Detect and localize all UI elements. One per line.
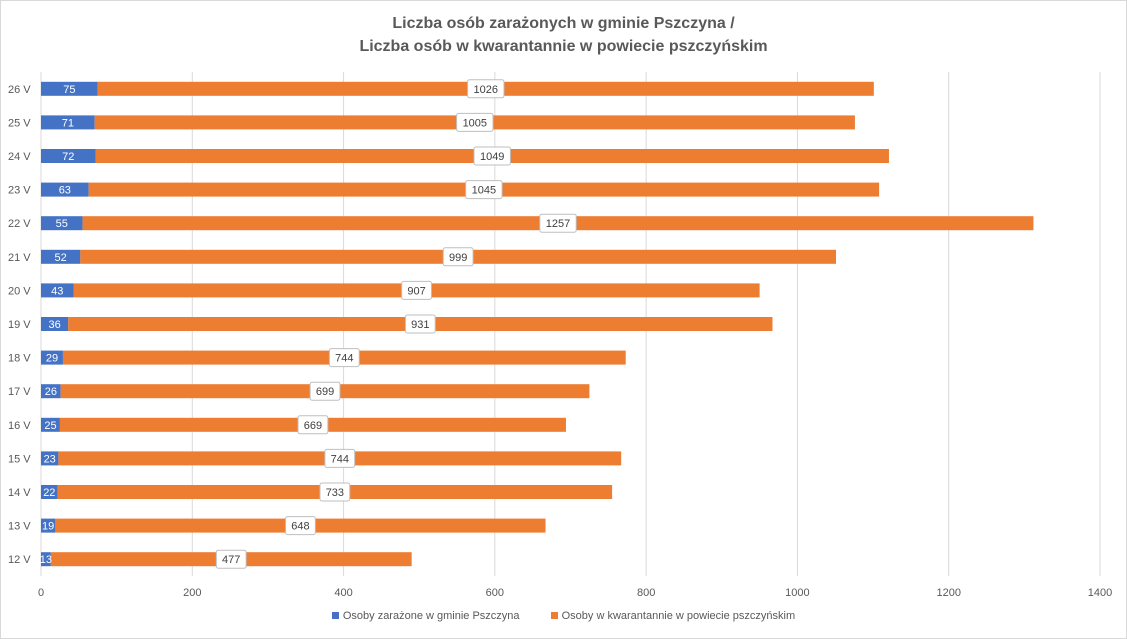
data-label-infected-3: 23 [44, 453, 56, 465]
data-label-quarantine-13: 1005 [463, 117, 487, 129]
data-label-box-quarantine-4 [297, 415, 329, 435]
y-tick-label-13: 25 V [8, 117, 31, 129]
data-label-box-quarantine-14 [467, 79, 505, 99]
data-label-quarantine-10: 1257 [546, 218, 570, 230]
y-tick-label-4: 16 V [8, 420, 31, 432]
bar-infected-13 [41, 115, 95, 130]
legend-item-infected: Osoby zarażone w gminie Pszczyna [331, 610, 520, 622]
bar-infected-12 [41, 149, 96, 163]
data-label-quarantine-0: 477 [222, 554, 240, 566]
y-tick-label-5: 17 V [8, 386, 31, 398]
data-label-quarantine-5: 699 [316, 386, 334, 398]
bar-infected-14 [41, 81, 98, 96]
y-tick-label-14: 26 V [8, 84, 31, 96]
y-tick-label-12: 24 V [8, 151, 31, 163]
data-label-infected-11: 63 [59, 185, 71, 197]
legend-swatch-infected [331, 612, 339, 619]
data-label-box-quarantine-2 [319, 482, 351, 502]
bar-infected-8 [41, 283, 74, 298]
data-label-quarantine-4: 669 [304, 420, 322, 432]
bar-infected-7 [41, 317, 69, 331]
y-tick-label-10: 22 V [8, 218, 31, 230]
data-label-infected-2: 22 [43, 487, 55, 499]
chart-title: Liczba osób zarażonych w gminie Pszczyna… [0, 12, 1127, 58]
y-tick-label-3: 15 V [8, 453, 31, 465]
x-tick-label-400: 400 [334, 587, 352, 599]
y-tick-label-11: 23 V [8, 185, 31, 197]
y-tick-label-0: 12 V [8, 554, 31, 566]
bar-infected-4 [41, 417, 60, 432]
data-label-box-quarantine-8 [401, 280, 432, 300]
data-label-infected-14: 75 [63, 84, 75, 96]
y-tick-label-1: 13 V [8, 521, 31, 533]
bar-infected-9 [41, 249, 81, 264]
data-label-quarantine-7: 931 [411, 319, 429, 331]
data-label-infected-4: 25 [44, 420, 56, 432]
x-tick-label-1400: 1400 [1088, 587, 1112, 599]
bar-infected-1 [41, 518, 56, 533]
data-label-box-quarantine-3 [324, 448, 356, 468]
data-label-infected-8: 43 [51, 285, 63, 297]
data-label-box-quarantine-13 [456, 112, 494, 132]
bar-chart: 0 200 400 600 800 1000 1200 1400 12 V 13 477 13 V 19… [8, 72, 1112, 599]
data-label-quarantine-3: 744 [331, 453, 349, 465]
legend-swatch-quarantine [550, 612, 558, 619]
data-label-box-quarantine-0 [215, 549, 247, 569]
data-label-infected-13: 71 [62, 117, 74, 129]
data-label-box-quarantine-7 [404, 314, 436, 334]
chart-title-line-2: Liczba osób w kwarantannie w powiecie ps… [359, 38, 768, 55]
data-label-quarantine-11: 1045 [472, 185, 496, 197]
data-label-infected-6: 29 [46, 353, 58, 365]
data-label-infected-0: 13 [40, 554, 52, 566]
legend: Osoby zarażone w gminie Pszczyna Osoby w… [0, 610, 1127, 622]
data-label-infected-7: 36 [48, 319, 60, 331]
bar-infected-0 [41, 552, 51, 567]
bar-infected-6 [41, 350, 63, 365]
x-tick-label-1000: 1000 [785, 587, 809, 599]
y-tick-label-2: 14 V [8, 487, 31, 499]
data-label-box-quarantine-5 [309, 381, 341, 401]
bar-infected-11 [41, 182, 89, 197]
data-label-quarantine-2: 733 [326, 487, 344, 499]
bar-infected-3 [41, 451, 59, 466]
data-label-quarantine-8: 907 [407, 285, 425, 297]
data-label-quarantine-1: 648 [291, 521, 309, 533]
data-label-quarantine-9: 999 [449, 252, 467, 264]
data-label-infected-9: 52 [55, 252, 67, 264]
data-label-box-quarantine-10 [539, 213, 577, 233]
x-tick-label-0: 0 [38, 587, 44, 599]
data-label-infected-5: 26 [45, 386, 57, 398]
y-tick-label-6: 18 V [8, 353, 31, 365]
data-label-box-quarantine-11 [465, 180, 503, 200]
data-label-infected-10: 55 [56, 218, 68, 230]
bar-infected-10 [41, 216, 83, 231]
legend-label-infected: Osoby zarażone w gminie Pszczyna [342, 610, 520, 622]
bar-infected-2 [41, 485, 58, 499]
data-label-quarantine-12: 1049 [480, 151, 504, 163]
data-label-infected-1: 19 [42, 521, 54, 533]
bar-infected-5 [41, 384, 61, 399]
legend-item-quarantine: Osoby w kwarantannie w powiecie pszczyńs… [550, 610, 796, 622]
data-label-box-quarantine-6 [328, 348, 360, 368]
data-label-quarantine-14: 1026 [474, 84, 498, 96]
y-tick-label-8: 20 V [8, 285, 31, 297]
x-tick-label-800: 800 [637, 587, 655, 599]
chart-title-line-1: Liczba osób zarażonych w gminie Pszczyna… [392, 15, 735, 32]
y-tick-label-9: 21 V [8, 252, 31, 264]
data-label-infected-12: 72 [62, 151, 74, 163]
x-tick-label-600: 600 [486, 587, 504, 599]
legend-label-quarantine: Osoby w kwarantannie w powiecie pszczyńs… [561, 610, 796, 622]
data-label-box-quarantine-9 [442, 247, 474, 267]
data-label-quarantine-6: 744 [335, 353, 353, 365]
data-label-box-quarantine-1 [285, 516, 316, 536]
x-tick-label-1200: 1200 [936, 587, 960, 599]
y-tick-label-7: 19 V [8, 319, 31, 331]
data-label-box-quarantine-12 [473, 146, 511, 166]
x-tick-label-200: 200 [183, 587, 201, 599]
